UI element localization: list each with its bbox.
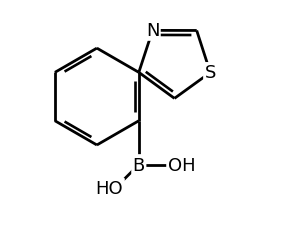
Text: OH: OH: [168, 156, 195, 174]
Text: N: N: [146, 22, 159, 40]
Text: HO: HO: [96, 179, 123, 197]
Text: S: S: [204, 64, 216, 82]
Text: B: B: [133, 156, 145, 174]
